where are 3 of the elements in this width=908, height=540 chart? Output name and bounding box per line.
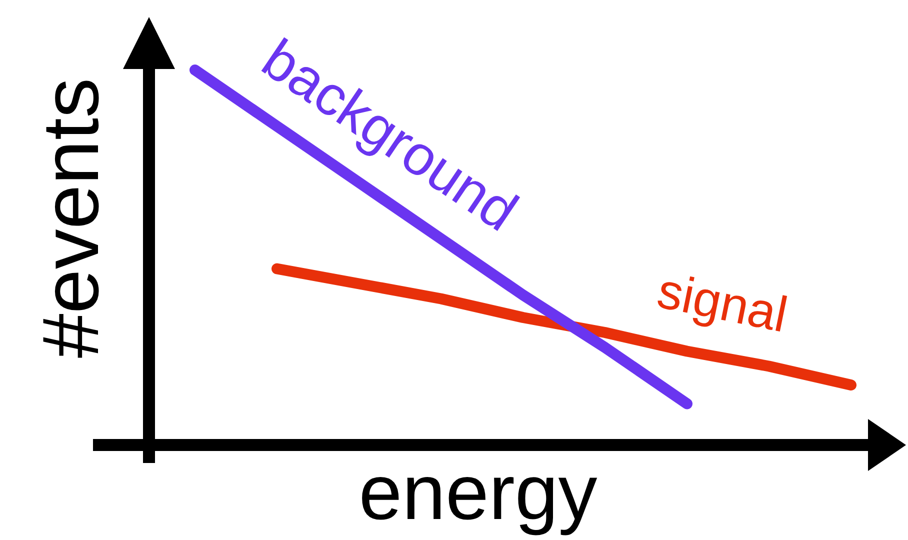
- x-axis-title: energy: [358, 448, 598, 536]
- y-axis-title: #events: [26, 78, 115, 358]
- text: signal: [652, 262, 792, 344]
